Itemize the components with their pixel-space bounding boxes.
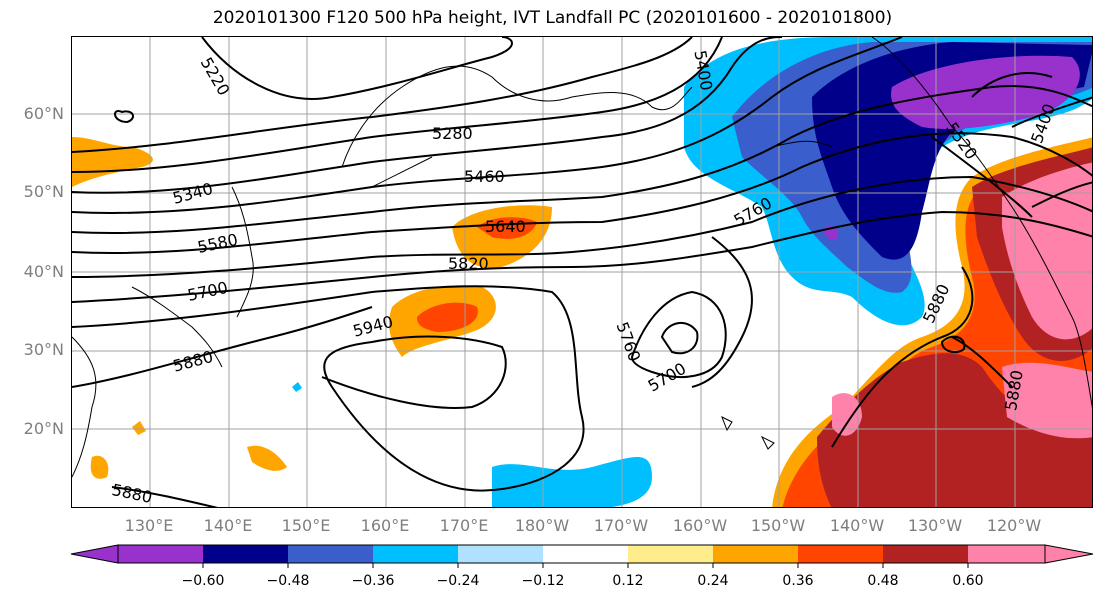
lon-label-160w: 160°W [672,516,728,535]
lat-label-40: 40°N [23,262,64,281]
colorbar-tick-neg060: −0.60 [181,573,225,589]
lon-label-170w: 170°W [593,516,649,535]
contour-label-5700a: 5700 [186,278,230,305]
colorbar-segment-10 [968,545,1045,563]
lon-label-150e: 150°E [281,516,331,535]
contour-label-5340: 5340 [171,179,215,208]
colorbar-tick-neg036: −0.36 [351,573,395,589]
lon-label-160e: 160°E [360,516,410,535]
lon-label-150w: 150°W [750,516,806,535]
lon-label-120w: 120°W [986,516,1042,535]
contour-label-5700b: 5700 [645,359,690,396]
colorbar-tick-060: 0.60 [952,573,984,589]
contour-label-5580: 5580 [196,230,240,257]
colorbar-segment-8 [798,545,883,563]
coastlines [72,37,1092,478]
lon-label-180w: 180°W [514,516,570,535]
contour-label-5820: 5820 [448,254,489,273]
colorbar-segment-1 [203,545,288,563]
colorbar-extend-high [1044,544,1094,564]
height-contours [72,37,1092,507]
lon-label-140w: 140°W [829,516,885,535]
contour-label-5460: 5460 [464,167,505,186]
colorbar-tick-012: 0.12 [612,573,644,589]
map-title: 2020101300 F120 500 hPa height, IVT Land… [212,8,893,28]
lon-label-130w: 130°W [907,516,963,535]
colorbar-extend-low [70,544,119,564]
contour-label-5280: 5280 [432,124,473,143]
lon-label-170e: 170°E [439,516,489,535]
colorbar-segment-3 [373,545,458,563]
colorbar-segment-6 [628,545,713,563]
colorbar-tick-024: 0.24 [697,573,729,589]
colorbar-segment-0 [118,545,203,563]
lat-label-60: 60°N [23,104,64,123]
lat-label-50: 50°N [23,182,64,201]
lon-label-130e: 130°E [124,516,174,535]
colorbar-tick-neg024: −0.24 [436,573,480,589]
map-svg: 5220 5280 5340 5400 5460 5520 5580 5640 … [72,37,1092,507]
colorbar-tick-048: 0.48 [867,573,899,589]
colorbar-segment-9 [883,545,968,563]
colorbar-tick-neg012: −0.12 [521,573,565,589]
colorbar-tick-036: 0.36 [782,573,814,589]
colorbar-segment-5 [543,545,628,563]
map-panel: 5220 5280 5340 5400 5460 5520 5580 5640 … [71,36,1093,508]
contour-label-5220: 5220 [197,54,234,99]
lon-label-140e: 140°E [203,516,253,535]
colorbar-tick-neg048: −0.48 [266,573,310,589]
contour-label-5760a: 5760 [613,319,645,364]
colorbar-segment-7 [713,545,798,563]
contour-label-5640: 5640 [485,217,526,236]
lat-label-20: 20°N [23,419,64,438]
lat-label-30: 30°N [23,340,64,359]
colorbar-segment-4 [458,545,543,563]
contour-label-5940: 5940 [351,312,395,341]
contour-label-5880d: 5880 [110,480,154,507]
colorbar-segment-2 [288,545,373,563]
